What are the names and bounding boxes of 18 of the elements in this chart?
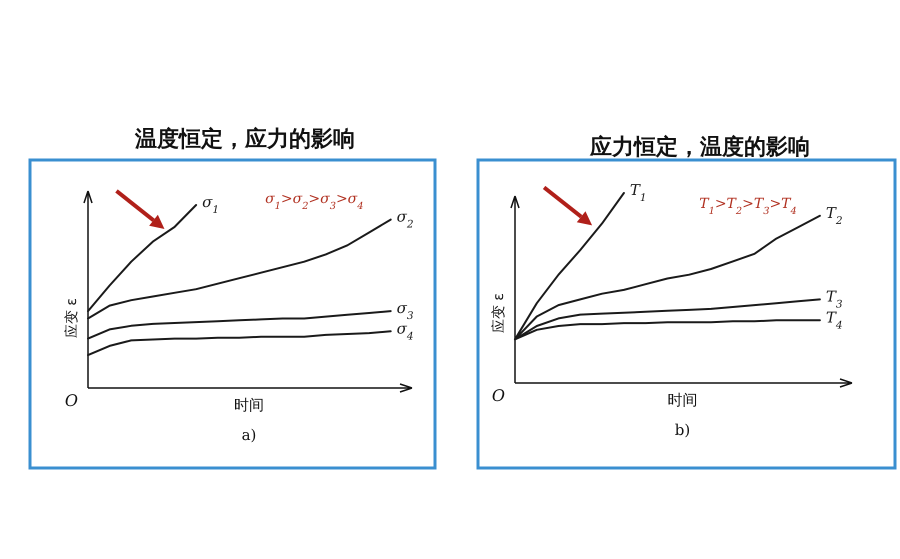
annotation: σ$_{1}$>σ$_{2}$>σ$_{3}$>σ$_{4}$ xyxy=(265,191,364,212)
x-axis-title: 时间 xyxy=(668,391,698,409)
x-axis-title: 时间 xyxy=(234,396,264,414)
text: O xyxy=(492,386,505,405)
series-label: T$_{4}$ xyxy=(826,308,843,332)
series-label: σ$_{1}$ xyxy=(202,193,220,216)
y-axis-title: 应变 ε xyxy=(64,298,80,338)
chart-title: 温度恒定，应力的影响 xyxy=(134,126,355,152)
text: O xyxy=(64,391,78,410)
series-label: T$_{3}$ xyxy=(826,287,843,310)
annotation: T$_{1}$>T$_{2}$>T$_{3}$>T$_{4}$ xyxy=(699,196,797,216)
text: b) xyxy=(674,421,690,439)
series-label: T$_{1}$ xyxy=(630,181,647,204)
series-label: T$_{2}$ xyxy=(826,204,843,227)
series-label: σ$_{2}$ xyxy=(396,208,414,231)
y-axis-title: 应变 ε xyxy=(491,292,507,334)
chart-title: 应力恒定，温度的影响 xyxy=(589,134,810,160)
text: a) xyxy=(242,426,256,444)
